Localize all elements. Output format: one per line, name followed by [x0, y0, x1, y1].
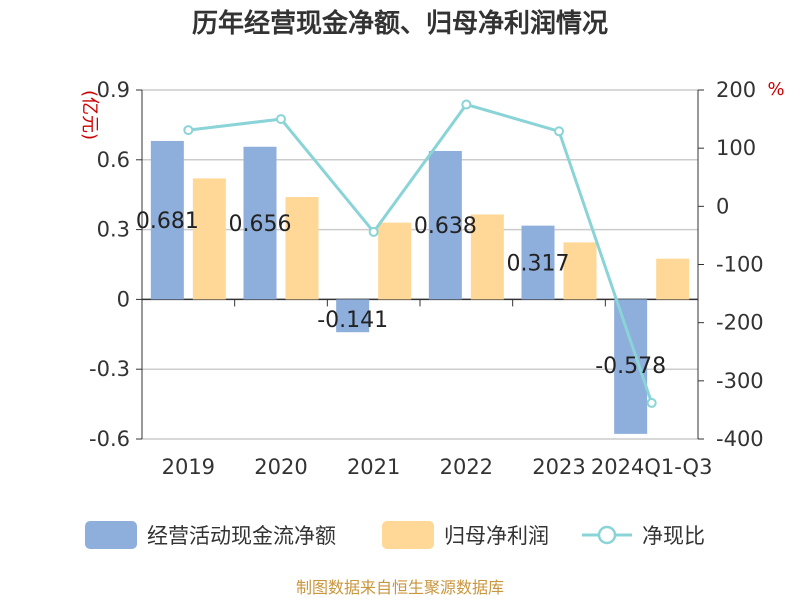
x-tick-label: 2022 — [440, 455, 493, 479]
legend-label-ratio: 净现比 — [642, 524, 705, 548]
x-tick-label: 2020 — [254, 455, 307, 479]
ratio-line — [183, 99, 657, 408]
y-right-tick-label: 100 — [716, 136, 756, 160]
profit-bar — [378, 222, 412, 300]
y-right-tick-label: 200 — [716, 78, 756, 102]
profit-bar — [470, 214, 504, 300]
cashflow-data-label: 0.681 — [136, 209, 199, 234]
cashflow-bar — [243, 146, 277, 300]
y-right-tick-label: 0 — [716, 194, 729, 218]
profit-bar — [285, 197, 319, 300]
ratio-point — [368, 226, 379, 237]
cashflow-data-label: 0.638 — [414, 214, 477, 239]
cashflow-bar — [428, 150, 462, 300]
y-left-tick-label: 0.9 — [97, 78, 130, 102]
legend-swatch-cashflow — [85, 521, 137, 549]
axes: 0.9 0.6 0.3 0 -0.3 -0.6 200 100 0 -100 -200 -300 -40… — [79, 78, 785, 479]
ratio-line-path — [188, 102, 654, 404]
y-left-unit: (亿元) — [79, 90, 100, 140]
x-tick-label: 2023 — [532, 455, 585, 479]
x-tick-label: 2019 — [162, 455, 215, 479]
profit-bar — [656, 258, 690, 300]
grid — [142, 89, 698, 440]
y-left-tick-label: -0.3 — [89, 357, 130, 381]
x-tick-label: 2021 — [347, 455, 400, 479]
y-left-tick-label: -0.6 — [89, 427, 130, 451]
y-left-tick-label: 0.3 — [97, 218, 130, 242]
ratio-point — [554, 126, 564, 137]
x-tick-label: 2024Q1-Q3 — [591, 455, 713, 479]
cashflow-bar — [336, 299, 370, 333]
ratio-point — [183, 125, 194, 136]
y-left-tick-label: 0 — [117, 287, 130, 311]
legend: 经营活动现金流净额 归母净利润 净现比 — [85, 521, 705, 549]
profit-bar — [563, 242, 597, 300]
cashflow-data-label: -0.578 — [595, 354, 666, 379]
data-labels: 0.681 0.656 -0.141 0.638 0.317 -0.578 — [136, 209, 666, 379]
cashflow-bar — [150, 140, 184, 300]
cashflow-data-label: 0.317 — [507, 252, 570, 277]
ratio-point — [461, 99, 472, 110]
ratio-point — [646, 397, 657, 408]
chart-title: 历年经营现金净额、归母净利润情况 — [192, 8, 608, 39]
source-note: 制图数据来自恒生聚源数据库 — [296, 578, 504, 597]
y-left-tick-label: 0.6 — [97, 148, 130, 172]
cashflow-bar — [614, 299, 648, 434]
profit-bar — [192, 178, 226, 300]
y-right-tick-label: -100 — [716, 253, 764, 277]
cashflow-data-label: 0.656 — [229, 212, 292, 237]
legend-swatch-profit — [382, 521, 434, 549]
legend-marker-ratio — [597, 525, 617, 545]
y-right-tick-label: -200 — [716, 311, 764, 335]
y-right-unit: % — [767, 79, 784, 100]
cashflow-bar — [521, 225, 555, 300]
y-right-tick-label: -300 — [716, 369, 764, 393]
legend-label-profit: 归母净利润 — [444, 524, 549, 548]
legend-label-cashflow: 经营活动现金流净额 — [147, 524, 336, 548]
cashflow-data-label: -0.141 — [317, 308, 388, 333]
bars — [150, 140, 690, 434]
y-right-tick-label: -400 — [716, 427, 764, 451]
ratio-point — [276, 114, 286, 125]
